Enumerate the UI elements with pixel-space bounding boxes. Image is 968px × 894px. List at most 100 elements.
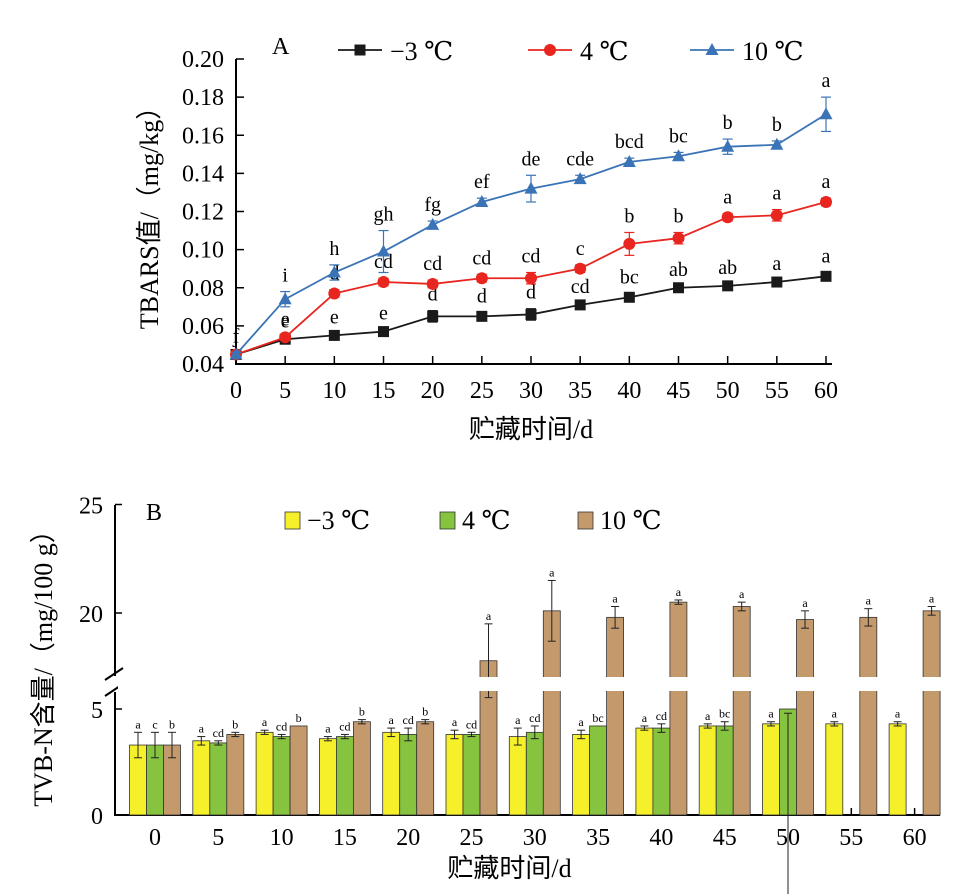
y-axis-label-a: TBARS值/（mg/kg） [135,94,164,329]
y-axis-label-b: TVB-N含量/（mg/100 g） [29,517,58,807]
significance-label-b: a [705,709,711,723]
significance-label-a: bc [620,266,639,288]
data-point-a [378,326,389,338]
significance-label-a: a [723,186,732,208]
bar [209,742,228,816]
y-tick-label-a: 0.06 [182,314,224,340]
bar [888,723,907,816]
significance-label-a: bc [669,125,688,147]
significance-label-a: a [822,171,831,193]
data-point-a [327,265,341,278]
bar [335,736,354,816]
significance-label-b: bc [592,711,603,725]
bar [606,616,624,816]
bar [669,601,688,816]
significance-label-b: cd [466,717,477,731]
significance-label-a: f [233,326,240,348]
significance-label-b: cd [276,719,287,733]
x-tick-label-b: 15 [333,825,357,851]
significance-label-a: cd [571,276,590,298]
legend-marker-a [354,44,366,56]
x-tick-label-b: 5 [212,825,224,851]
bar [635,727,654,816]
significance-label-b: a [832,707,838,721]
significance-label-b: c [152,717,157,731]
bar [589,725,607,816]
y-tick-label-a: 0.08 [182,276,224,302]
x-tick-label-a: 5 [279,378,291,404]
significance-label-b: a [929,591,935,605]
data-point-a [475,272,488,285]
significance-label-b: a [135,717,141,731]
significance-label-b: b [359,705,365,719]
x-tick-label-a: 30 [519,378,543,404]
bar [318,738,337,816]
significance-label-b: b [422,705,428,719]
legend-marker-a [544,44,556,56]
bar [922,610,941,816]
significance-label-b: a [199,722,205,736]
significance-label-b: b [232,717,238,731]
legend-swatch-b [284,511,301,530]
x-tick-label-a: 0 [230,378,242,404]
x-tick-label-a: 10 [322,378,346,404]
significance-label-a: i [282,265,288,287]
bar [572,734,590,816]
significance-label-a: cd [423,253,442,275]
data-point-a [722,280,734,292]
bar [226,734,245,816]
bar [796,619,814,816]
significance-label-a: b [674,205,684,227]
data-point-a [721,139,735,152]
data-point-a [328,287,341,300]
bar [416,721,435,816]
bar [462,734,481,816]
x-axis-label-a: 贮藏时间/d [469,415,593,444]
significance-label-b: a [515,713,521,727]
bar [732,606,751,816]
x-tick-label-b: 0 [149,825,161,851]
bar [762,723,780,816]
significance-label-a: e [379,303,388,325]
significance-label-a: b [772,114,782,136]
x-tick-label-b: 25 [460,825,484,851]
y-tick-label-a: 0.14 [182,161,224,187]
data-point-a [672,232,685,245]
axis-break-mark [104,667,124,681]
significance-label-b: a [486,609,492,623]
y-tick-label-b: 25 [79,494,103,520]
x-tick-label-a: 15 [372,378,396,404]
data-point-a [673,282,684,294]
significance-label-a: cde [566,148,594,170]
significance-label-b: a [802,596,808,610]
significance-label-b: a [578,715,584,729]
x-tick-label-a: 25 [470,378,494,404]
significance-label-a: d [526,282,536,304]
y-tick-label-a: 0.04 [182,352,224,378]
data-point-a [525,308,537,320]
significance-label-a: a [822,246,831,268]
significance-label-a: fg [424,194,441,216]
significance-label-b: cd [529,711,540,725]
significance-label-b: a [642,711,648,725]
data-point-a [426,217,440,230]
x-tick-label-b: 20 [396,825,420,851]
legend-marker-a [705,43,719,55]
significance-label-a: a [772,183,781,205]
data-point-a [426,277,439,290]
significance-label-a: cd [522,246,541,268]
legend-swatch-b [439,511,456,530]
data-point-a [524,181,538,194]
significance-label-b: a [389,713,395,727]
data-point-a [574,262,587,275]
legend-label-b: −3 ℃ [307,506,370,535]
x-tick-label-b: 35 [586,825,610,851]
x-tick-label-b: 60 [903,825,927,851]
y-tick-label-b: 5 [91,698,103,724]
x-tick-label-a: 55 [765,378,789,404]
bar [289,725,308,816]
legend-label-a: −3 ℃ [390,37,453,66]
x-tick-label-b: 40 [649,825,673,851]
y-tick-label-a: 0.16 [182,123,224,149]
